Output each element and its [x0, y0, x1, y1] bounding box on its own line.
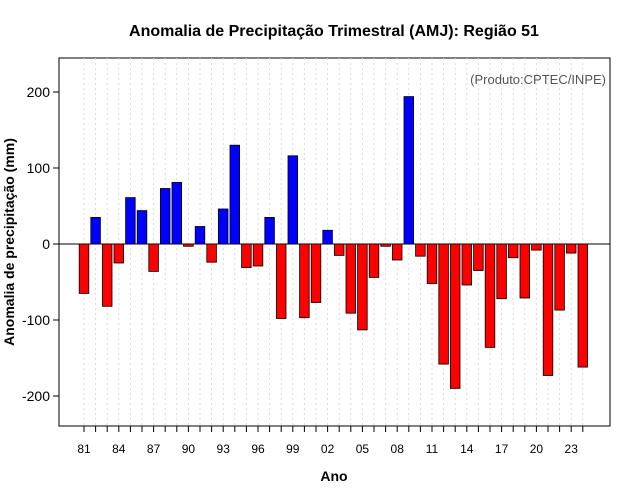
bar-1989 — [171, 181, 183, 245]
bar-1996 — [252, 243, 264, 267]
x-tick-label: 02 — [321, 442, 335, 456]
x-tick-label: 08 — [391, 442, 405, 456]
bar-2019 — [519, 243, 531, 299]
bar-1995 — [241, 243, 252, 269]
x-tick-label: 90 — [182, 442, 196, 456]
bar-1998 — [275, 243, 287, 319]
bar-2001 — [310, 243, 322, 303]
x-axis-title: Ano — [320, 468, 347, 484]
x-tick-label: 14 — [460, 442, 474, 456]
bar-2010 — [415, 243, 426, 257]
y-axis-title: Anomalia de precipitação (mm) — [1, 138, 17, 346]
x-axis: 81 84 87 90 93 96 99 02 05 08 11 14 17 20 23 — [77, 426, 584, 456]
bar-2022 — [554, 243, 565, 311]
gridlines — [83, 58, 584, 426]
bar-1984 — [113, 243, 125, 264]
bar-1999 — [287, 155, 299, 245]
y-axis: -200 -100 0 100 200 — [22, 84, 59, 404]
bar-1992 — [206, 243, 217, 263]
bar-2013 — [449, 243, 461, 389]
bar-1990 — [183, 243, 194, 247]
bar-2020 — [531, 243, 542, 251]
bar-1994 — [229, 144, 241, 245]
bar-2004 — [345, 243, 357, 314]
bar-2009 — [403, 96, 415, 245]
bar-1983 — [102, 243, 113, 307]
bar-2016 — [484, 243, 496, 348]
x-tick-label: 99 — [286, 442, 300, 456]
bar-2006 — [368, 243, 380, 278]
x-tick-label: 23 — [565, 442, 579, 456]
bar-1988 — [159, 188, 171, 245]
bar-1985 — [125, 197, 136, 245]
bars — [78, 96, 589, 389]
bar-1982 — [90, 216, 101, 245]
bar-2002 — [322, 229, 333, 245]
bar-1986 — [136, 210, 148, 245]
plot-frame — [58, 57, 611, 427]
x-tick-label: 11 — [426, 442, 439, 456]
x-tick-label: 96 — [251, 442, 265, 456]
x-tick-label: 84 — [112, 442, 126, 456]
bar-2007 — [380, 243, 391, 247]
y-tick-label: 200 — [27, 84, 51, 100]
bar-2008 — [391, 243, 403, 261]
bar-1991 — [194, 226, 206, 245]
bar-2003 — [333, 243, 345, 256]
y-tick-label: 100 — [27, 160, 51, 176]
x-tick-label: 20 — [530, 442, 544, 456]
bar-2015 — [473, 243, 484, 272]
bar-2005 — [357, 243, 368, 331]
bar-2000 — [299, 243, 310, 319]
bar-2018 — [507, 243, 519, 259]
x-tick-label: 81 — [77, 442, 91, 456]
x-tick-label: 87 — [147, 442, 161, 456]
x-tick-label: 93 — [217, 442, 231, 456]
bar-1987 — [148, 243, 159, 272]
bar-2021 — [542, 243, 554, 376]
bar-1997 — [264, 216, 275, 245]
credit-text: (Produto:CPTEC/INPE) — [470, 72, 606, 87]
y-tick-label: 0 — [42, 236, 50, 252]
chart-title: Anomalia de Precipitação Trimestral (AMJ… — [129, 23, 539, 40]
bar-2017 — [496, 243, 507, 300]
y-tick-label: -100 — [22, 312, 50, 328]
bar-2011 — [426, 243, 438, 284]
bar-1993 — [217, 208, 229, 245]
bar-1981 — [78, 243, 90, 294]
bar-2023 — [566, 243, 577, 254]
x-tick-label: 17 — [495, 442, 509, 456]
x-tick-label: 05 — [356, 442, 370, 456]
bar-2024 — [577, 243, 589, 368]
bar-2014 — [461, 243, 473, 286]
y-tick-label: -200 — [22, 388, 50, 404]
bar-2012 — [438, 243, 449, 365]
